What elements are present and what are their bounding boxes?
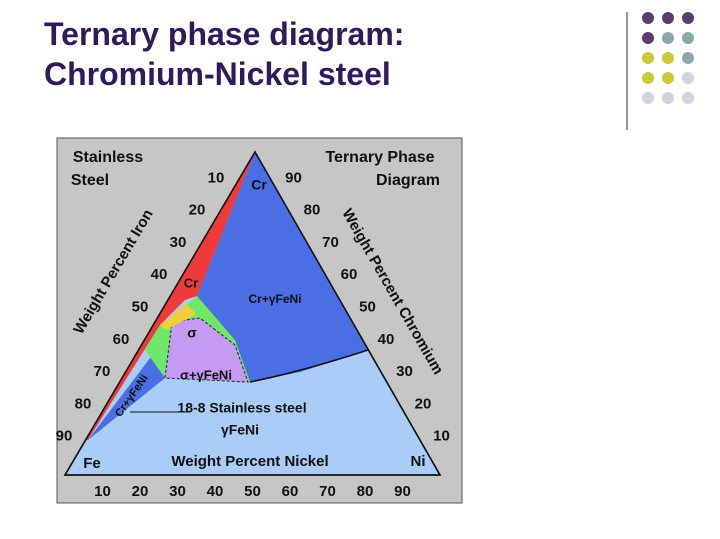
corner-note: Ternary Phase: [325, 149, 434, 166]
tick-label: 90: [285, 169, 302, 186]
tick-label: 30: [169, 483, 186, 500]
corner-note: Steel: [71, 172, 109, 189]
tick-label: 80: [304, 202, 321, 219]
slide-title: Ternary phase diagram: Chromium-Nickel s…: [44, 14, 404, 94]
title-line: Ternary phase diagram:: [44, 16, 405, 52]
tick-label: 60: [113, 331, 130, 348]
tick-label: 60: [341, 266, 358, 283]
tick-label: 80: [75, 395, 92, 412]
triangle-outline: [63, 150, 442, 476]
phase-boundary: [249, 349, 369, 383]
title-line: Chromium-Nickel steel: [44, 56, 391, 92]
region-label: σ+γFeNi: [180, 367, 232, 382]
vertex-label: Ni: [411, 453, 426, 470]
tick-label: 40: [378, 331, 395, 348]
corner-note: Diagram: [376, 172, 440, 189]
region-label: Cr: [184, 275, 198, 290]
tick-label: 40: [151, 266, 168, 283]
region-label: Cr+γFeNi: [248, 292, 301, 306]
tick-label: 50: [132, 298, 149, 315]
tick-label: 50: [244, 483, 261, 500]
tick-label: 10: [433, 428, 450, 445]
tick-label: 30: [170, 234, 187, 251]
tick-label: 10: [208, 169, 225, 186]
decor-dots: [642, 12, 694, 104]
vertex-label: Cr: [251, 177, 267, 193]
tick-label: 20: [132, 483, 149, 500]
phase-diagram: Stainless Steel Ternary Phase Diagram Cr…: [56, 137, 463, 504]
axis-title: Weight Percent Nickel: [171, 453, 328, 470]
sigma-gamma-region: [164, 317, 249, 383]
region-label: γFeNi: [221, 422, 259, 438]
tick-label: 20: [189, 202, 206, 219]
tick-label: 70: [319, 483, 336, 500]
tick-label: 50: [359, 298, 376, 315]
tick-label: 80: [357, 483, 374, 500]
tick-label: 40: [207, 483, 224, 500]
tick-label: 70: [322, 234, 339, 251]
tick-label: 70: [94, 363, 111, 380]
corner-note: Stainless: [73, 149, 143, 166]
tick-label: 90: [394, 483, 411, 500]
tick-label: 20: [415, 395, 432, 412]
tick-label: 10: [94, 483, 111, 500]
sigma-region: [160, 304, 196, 330]
region-label: 18-8 Stainless steel: [177, 400, 306, 416]
tick-label: 60: [282, 483, 299, 500]
tick-label: 90: [56, 428, 73, 445]
region-label: σ: [187, 325, 197, 341]
tick-label: 30: [396, 363, 413, 380]
vertex-label: Fe: [83, 455, 101, 472]
